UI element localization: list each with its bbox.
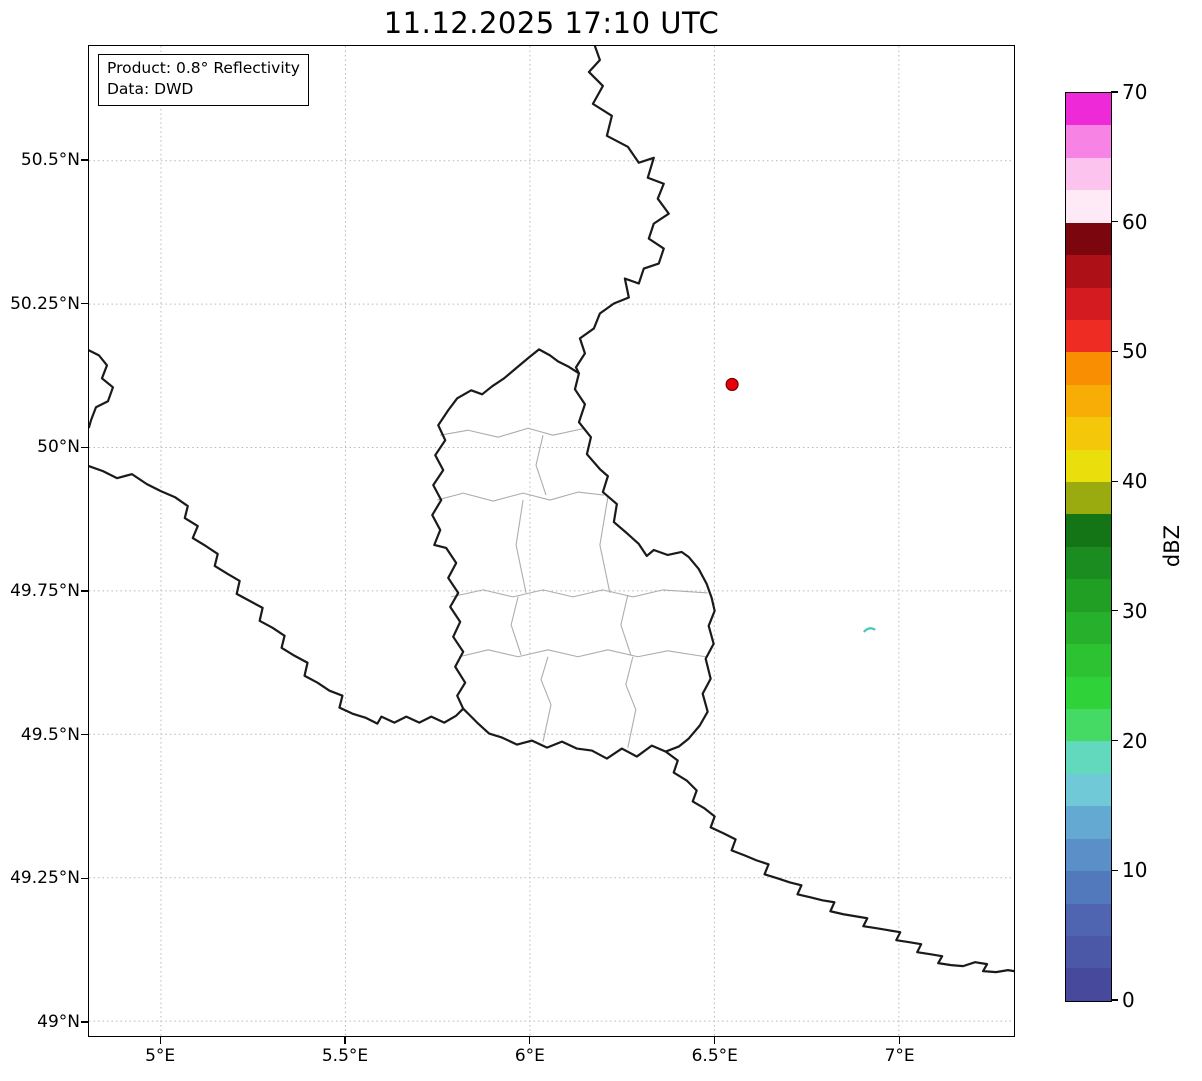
y-tick-mark bbox=[81, 734, 88, 736]
colorbar-segment bbox=[1066, 773, 1111, 807]
country-borders bbox=[89, 46, 1014, 974]
map-plot: Product: 0.8° Reflectivity Data: DWD bbox=[88, 45, 1015, 1037]
canton-boundary bbox=[625, 656, 637, 748]
colorbar-segment bbox=[1066, 871, 1111, 904]
radar-echo-speck bbox=[863, 627, 876, 633]
colorbar-tick-label: 10 bbox=[1122, 858, 1148, 883]
y-tick-mark bbox=[81, 1021, 88, 1023]
colorbar-tick-label: 40 bbox=[1122, 469, 1148, 494]
y-tick-mark bbox=[81, 159, 88, 161]
colorbar-segment bbox=[1066, 935, 1111, 969]
info-source-line: Data: DWD bbox=[107, 79, 194, 98]
radar-site-marker bbox=[725, 377, 739, 391]
colorbar-segment bbox=[1066, 806, 1111, 839]
x-tick-mark bbox=[344, 1037, 346, 1044]
colorbar-tick-mark bbox=[1111, 350, 1119, 353]
colorbar bbox=[1065, 92, 1112, 1002]
canton-boundary bbox=[437, 491, 604, 502]
colorbar-tick-label: 60 bbox=[1122, 209, 1148, 234]
lat-tick-label: 50.5°N bbox=[20, 149, 80, 170]
lat-tick-label: 50°N bbox=[37, 437, 80, 458]
canton-boundary bbox=[535, 435, 547, 496]
x-tick-mark bbox=[529, 1037, 531, 1044]
colorbar-segment bbox=[1066, 449, 1111, 483]
colorbar-segment bbox=[1066, 579, 1111, 612]
lon-tick-label: 6.5°E bbox=[691, 1046, 738, 1066]
colorbar-tick-mark bbox=[1111, 999, 1119, 1001]
colorbar-tick-mark bbox=[1111, 91, 1119, 93]
colorbar-segment bbox=[1066, 417, 1111, 450]
lat-tick-label: 50.25°N bbox=[10, 293, 80, 314]
y-tick-mark bbox=[81, 303, 88, 305]
colorbar-tick-label: 0 bbox=[1122, 988, 1135, 1012]
lat-tick-label: 49°N bbox=[37, 1012, 80, 1033]
colorbar-segment bbox=[1066, 319, 1111, 353]
canton-boundary bbox=[440, 427, 586, 438]
colorbar-tick-mark bbox=[1111, 221, 1119, 223]
colorbar-segment bbox=[1066, 157, 1111, 191]
lat-tick-label: 49.75°N bbox=[10, 581, 80, 601]
lon-tick-label: 5.5°E bbox=[321, 1046, 369, 1066]
border-france-belgium bbox=[89, 465, 465, 725]
border-belgium-germany bbox=[574, 46, 670, 375]
colorbar-tick-label: 30 bbox=[1122, 598, 1148, 623]
map-markers bbox=[725, 377, 876, 633]
colorbar-segment bbox=[1066, 93, 1111, 126]
canton-boundary bbox=[510, 596, 522, 655]
colorbar-segment bbox=[1066, 125, 1111, 158]
canton-boundary bbox=[599, 496, 611, 594]
colorbar-segment bbox=[1066, 644, 1111, 677]
gridlines bbox=[89, 46, 1014, 1036]
lat-tick-label: 49.25°N bbox=[10, 868, 80, 889]
colorbar-segment bbox=[1066, 384, 1111, 418]
colorbar-segment bbox=[1066, 968, 1111, 1001]
x-tick-mark bbox=[159, 1037, 161, 1044]
colorbar-tick-mark bbox=[1111, 739, 1119, 742]
y-tick-mark bbox=[81, 877, 88, 879]
canton-boundary bbox=[459, 649, 706, 658]
lon-tick-label: 7°E bbox=[884, 1046, 915, 1066]
canton-boundary bbox=[540, 656, 552, 742]
y-tick-mark bbox=[81, 590, 88, 592]
colorbar-segment bbox=[1066, 222, 1111, 256]
map-canvas bbox=[89, 46, 1014, 1036]
x-tick-mark bbox=[899, 1037, 901, 1044]
colorbar-segment bbox=[1066, 514, 1111, 547]
colorbar-segment bbox=[1066, 676, 1111, 710]
lat-tick-label: 49.5°N bbox=[20, 724, 80, 745]
lon-tick-label: 6°E bbox=[514, 1046, 545, 1066]
colorbar-segment bbox=[1066, 482, 1111, 515]
colorbar-tick-mark bbox=[1111, 610, 1119, 612]
y-tick-mark bbox=[81, 446, 88, 448]
colorbar-segment bbox=[1066, 352, 1111, 385]
border-givet-salient bbox=[89, 349, 115, 429]
colorbar-segment bbox=[1066, 255, 1111, 288]
info-box: Product: 0.8° Reflectivity Data: DWD bbox=[98, 54, 309, 106]
colorbar-segment bbox=[1066, 838, 1111, 872]
info-product-line: Product: 0.8° Reflectivity bbox=[107, 59, 300, 77]
colorbar-segment bbox=[1066, 709, 1111, 742]
colorbar-tick-label: 20 bbox=[1122, 728, 1148, 753]
colorbar-segment bbox=[1066, 287, 1111, 320]
colorbar-segment bbox=[1066, 190, 1111, 223]
canton-boundary bbox=[451, 589, 708, 598]
colorbar-tick-mark bbox=[1111, 869, 1119, 871]
colorbar-tick-label: 50 bbox=[1122, 339, 1148, 364]
canton-borders bbox=[437, 427, 708, 748]
border-luxembourg bbox=[431, 348, 716, 760]
colorbar-tick-label: 70 bbox=[1122, 80, 1148, 104]
lon-tick-label: 5°E bbox=[145, 1046, 176, 1066]
figure-title: 11.12.2025 17:10 UTC bbox=[383, 6, 720, 40]
canton-boundary bbox=[620, 594, 632, 655]
colorbar-tick-mark bbox=[1111, 480, 1119, 482]
colorbar-segment bbox=[1066, 546, 1111, 580]
colorbar-axis-label: dBZ bbox=[1160, 524, 1184, 568]
colorbar-segment bbox=[1066, 903, 1111, 936]
colorbar-segment bbox=[1066, 741, 1111, 774]
border-france-germany bbox=[664, 750, 1014, 974]
x-tick-mark bbox=[714, 1037, 716, 1044]
canton-boundary bbox=[515, 499, 527, 594]
colorbar-segment bbox=[1066, 611, 1111, 645]
